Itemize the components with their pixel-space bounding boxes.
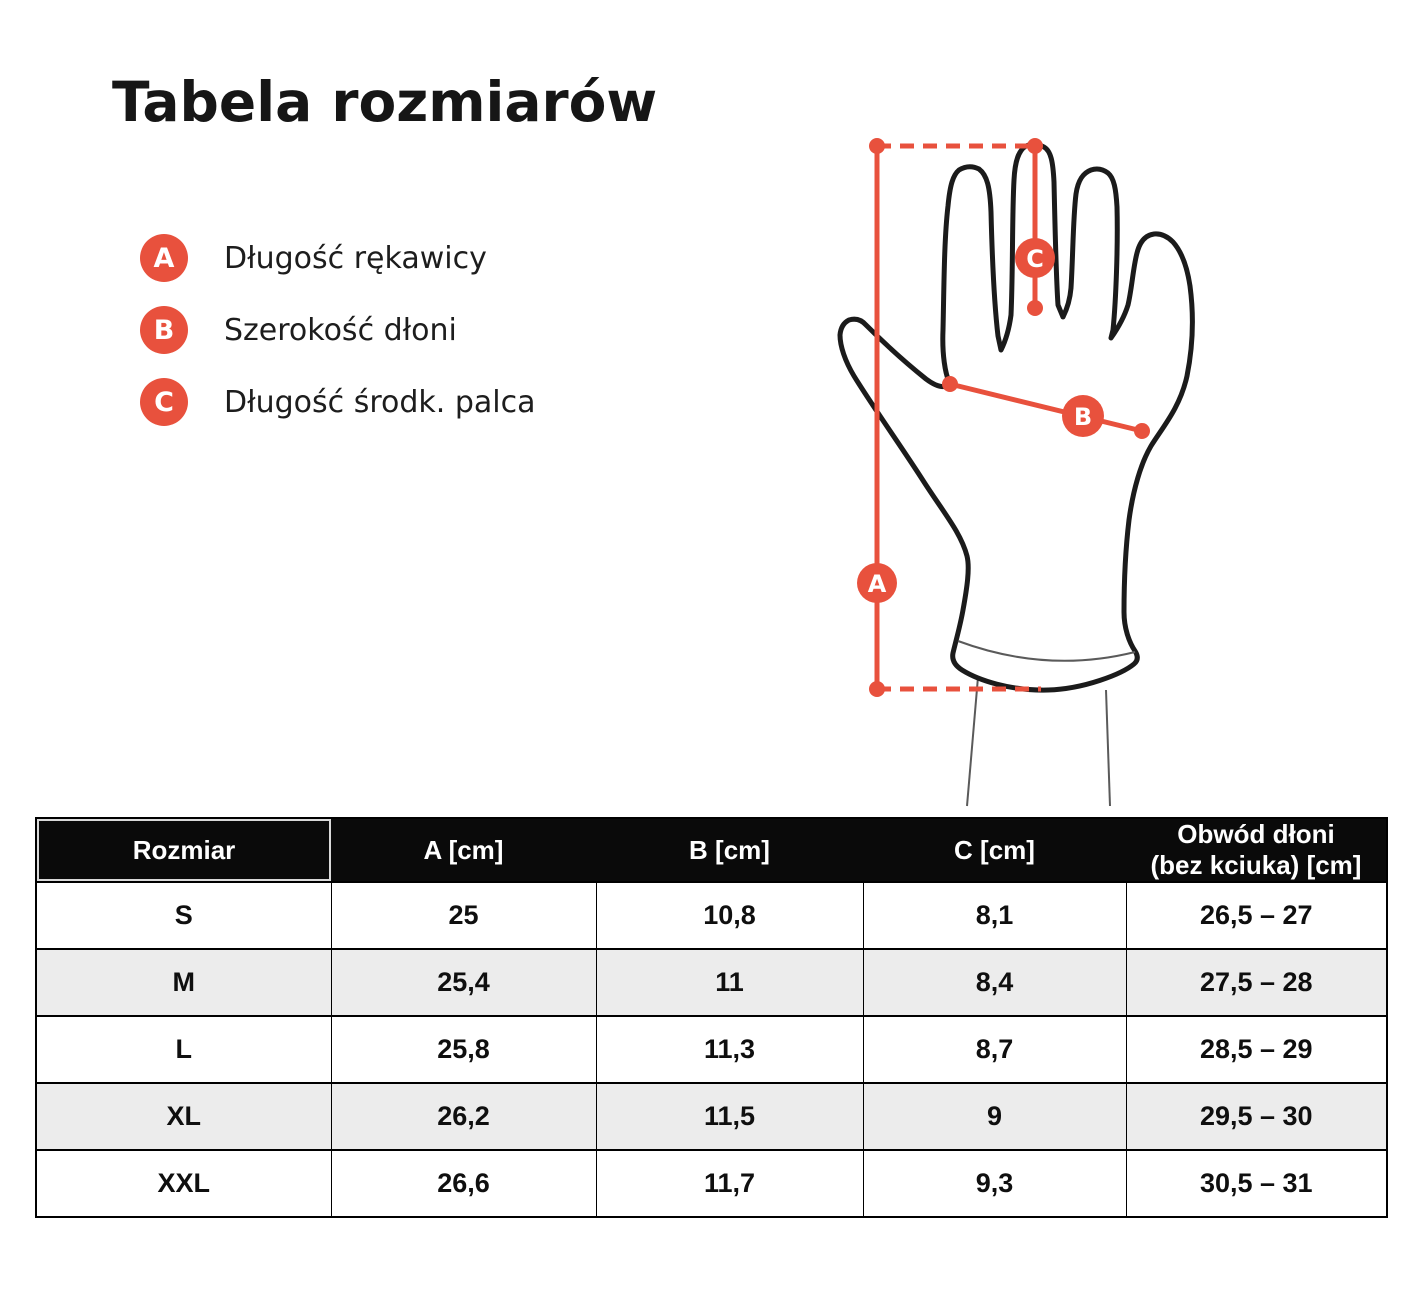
col-header-obwod-line2: (bez kciuka) [cm] [1150,850,1362,880]
wrist-line-right [1105,689,1111,807]
value-c: 8,4 [862,948,1127,1017]
marker-b-badge-icon [1062,395,1104,437]
value-obwod: 29,5 – 30 [1125,1082,1388,1151]
table-row-xxl: XXL 26,6 11,7 9,3 30,5 – 31 [35,1149,1388,1218]
glove-outline [837,141,1195,693]
col-header-rozmiar: Rozmiar [36,818,331,882]
value-a: 25 [330,881,597,950]
marker-c-badge-icon [1015,238,1055,278]
value-b: 10,8 [595,881,864,950]
value-b: 11 [595,948,864,1017]
col-header-obwod-line1: Obwód dłoni [1177,819,1335,850]
value-c: 8,7 [862,1015,1127,1084]
legend-item-b: B Szerokość dłoni [140,306,535,354]
value-c: 8,1 [862,881,1127,950]
measure-dot [1134,423,1150,439]
glove-diagram: A C B [820,110,1270,810]
value-c: 9,3 [862,1149,1127,1218]
table-row-l: L 25,8 11,3 8,7 28,5 – 29 [35,1015,1388,1084]
glove-illustration: A C B [837,138,1195,807]
table-row-xl: XL 26,2 11,5 9 29,5 – 30 [35,1082,1388,1151]
wrist-line-left [966,676,979,807]
cuff-seam-line [957,640,1136,662]
size-label: XXL [35,1149,332,1218]
col-header-a: A [cm] [331,818,596,882]
table-row-m: M 25,4 11 8,4 27,5 – 28 [35,948,1388,1017]
col-header-b: B [cm] [596,818,863,882]
legend-item-c: C Długość środk. palca [140,378,535,426]
measure-dot [869,681,885,697]
value-obwod: 28,5 – 29 [1125,1015,1388,1084]
value-obwod: 26,5 – 27 [1125,881,1388,950]
value-a: 26,6 [330,1149,597,1218]
value-obwod: 30,5 – 31 [1125,1149,1388,1218]
value-obwod: 27,5 – 28 [1125,948,1388,1017]
col-header-obwod: Obwód dłoni (bez kciuka) [cm] [1126,818,1387,882]
measure-b-badge-icon: B [140,306,188,354]
measure-dot [942,376,958,392]
measure-line-b [949,381,1143,434]
col-header-c: C [cm] [863,818,1126,882]
measure-a-badge-icon: A [140,234,188,282]
page-title: Tabela rozmiarów [112,70,658,134]
value-a: 25,4 [330,948,597,1017]
marker-c-letter: C [1026,245,1044,273]
marker-a-letter: A [868,570,887,598]
measure-c-badge-icon: C [140,378,188,426]
marker-a-badge-icon [857,563,897,603]
value-a: 26,2 [330,1082,597,1151]
legend-label-b: Szerokość dłoni [224,312,457,348]
size-label: S [35,881,332,950]
table-header-row: Rozmiar A [cm] B [cm] C [cm] Obwód dłoni… [36,818,1387,882]
measure-dot [1027,138,1043,154]
value-b: 11,3 [595,1015,864,1084]
value-c: 9 [862,1082,1127,1151]
legend-label-a: Długość rękawicy [224,240,487,276]
size-label: M [35,948,332,1017]
value-b: 11,7 [595,1149,864,1218]
size-label: L [35,1015,332,1084]
measure-dot [869,138,885,154]
legend-item-a: A Długość rękawicy [140,234,535,282]
value-b: 11,5 [595,1082,864,1151]
measure-dot [1027,300,1043,316]
legend-label-c: Długość środk. palca [224,384,536,420]
measurement-legend: A Długość rękawicy B Szerokość dłoni C D… [140,234,535,426]
size-label: XL [35,1082,332,1151]
value-a: 25,8 [330,1015,597,1084]
size-table: Rozmiar A [cm] B [cm] C [cm] Obwód dłoni… [35,817,1388,1218]
marker-b-letter: B [1074,403,1092,431]
table-row-s: S 25 10,8 8,1 26,5 – 27 [35,881,1388,950]
